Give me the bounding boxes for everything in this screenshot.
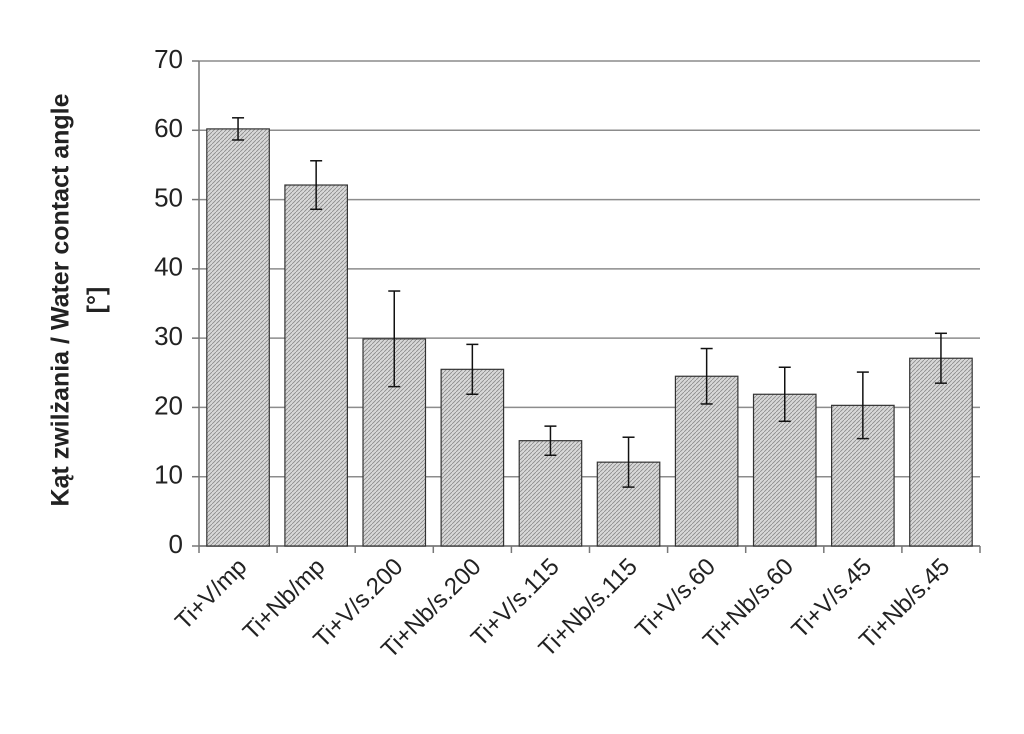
y-axis-title: [°] <box>83 287 111 314</box>
bar <box>284 184 348 547</box>
error-bar <box>466 343 479 396</box>
y-tick-label: 40 <box>154 252 183 282</box>
error-bar <box>232 117 245 141</box>
bar <box>518 440 583 547</box>
error-bar <box>310 160 323 211</box>
bar <box>440 368 505 547</box>
y-axis-title: Kąt zwilżania / Water contact angle <box>47 93 75 506</box>
y-tick-label: 30 <box>154 321 183 351</box>
error-bar <box>856 371 869 440</box>
y-tick-label: 0 <box>169 529 183 559</box>
y-tick-label: 20 <box>154 390 183 420</box>
x-tick-label: Ti+V/mp <box>170 553 252 635</box>
error-bar <box>700 347 713 405</box>
y-tick-label: 50 <box>154 182 183 212</box>
error-bar <box>388 290 401 388</box>
error-bar <box>778 366 791 423</box>
bar <box>206 128 270 547</box>
error-bar <box>544 425 557 456</box>
y-tick-label: 10 <box>154 460 183 490</box>
error-bar <box>934 332 947 384</box>
y-tick-label: 60 <box>154 113 183 143</box>
error-bar <box>622 436 635 488</box>
y-tick-label: 70 <box>154 44 183 74</box>
bar <box>909 357 973 547</box>
